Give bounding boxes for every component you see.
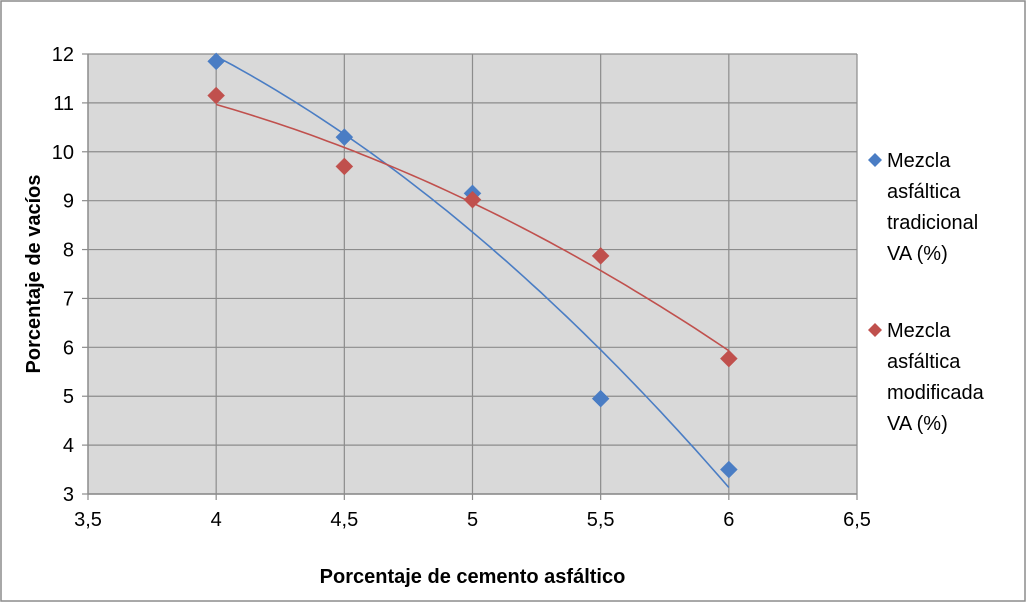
legend-label-series-2: asfáltica (887, 351, 961, 373)
x-tick-label: 4,5 (330, 509, 358, 531)
y-tick-label: 11 (53, 93, 74, 115)
y-tick-label: 3 (63, 484, 74, 506)
y-tick-label: 5 (63, 386, 74, 408)
legend-label-series-1: asfáltica (887, 181, 961, 203)
x-tick-label: 6,5 (843, 509, 871, 531)
point-series-2 (719, 349, 738, 368)
legend-label-series-2: Mezcla (887, 320, 951, 342)
point-series-1 (591, 389, 610, 408)
legend-marker-series-2 (868, 323, 882, 337)
trendline-series-1 (215, 55, 730, 489)
point-series-1 (335, 128, 354, 146)
y-axis-title: Porcentaje de vacíos (23, 175, 45, 374)
x-axis-title: Porcentaje de cemento asfáltico (320, 566, 626, 588)
y-tick-label: 10 (52, 142, 74, 164)
y-tick-label: 6 (63, 337, 74, 359)
axes (82, 53, 858, 500)
x-tick-label: 5,5 (587, 509, 615, 531)
x-tick-label: 6 (723, 509, 734, 531)
x-tick-label: 4 (211, 509, 222, 531)
legend-label-series-1: tradicional (887, 212, 978, 234)
x-tick-label: 3,5 (74, 509, 102, 531)
point-series-2 (591, 247, 610, 265)
y-tick-label: 7 (63, 288, 74, 310)
point-series-1 (719, 460, 738, 479)
point-series-2 (463, 190, 482, 209)
y-tick-label: 9 (63, 191, 74, 213)
legend-label-series-1: VA (%) (887, 243, 948, 265)
y-tick-label: 4 (63, 435, 74, 457)
point-series-2 (207, 86, 226, 105)
x-tick-label: 5 (467, 509, 478, 531)
y-tick-label: 8 (63, 240, 74, 262)
legend-marker-series-1 (868, 153, 882, 167)
point-series-2 (335, 157, 354, 176)
legend-label-series-2: modificada (887, 382, 985, 404)
tick-labels: 3,5 4 4,5 5 5,5 6 6,5 3 4 5 6 7 8 9 10 11 12 (52, 44, 871, 531)
legend-label-series-2: VA (%) (887, 413, 948, 435)
y-tick-label: 12 (52, 44, 74, 66)
point-series-1 (207, 52, 226, 71)
legend-label-series-1: Mezcla (887, 150, 951, 172)
data-points (207, 52, 738, 479)
legend: Mezcla asfáltica tradicional VA (%) Mezcla as… (868, 150, 985, 435)
